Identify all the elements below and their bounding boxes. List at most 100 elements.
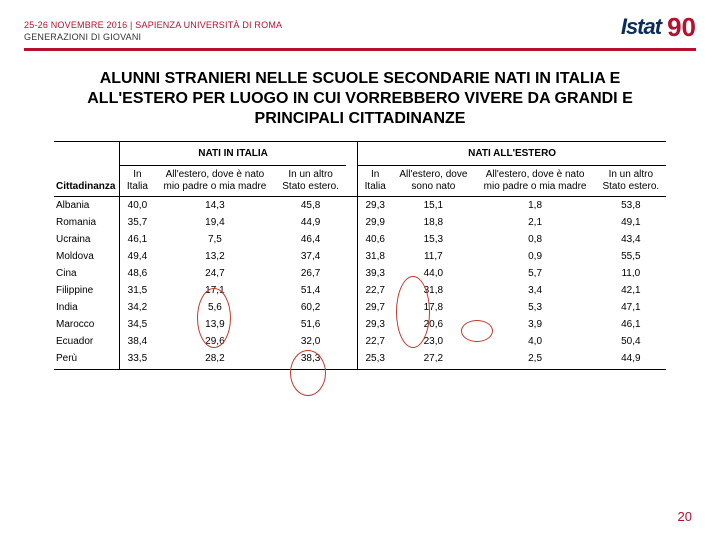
cell: 49,4 (120, 248, 154, 265)
cell: 29,6 (154, 333, 275, 350)
cell: 31,8 (392, 282, 474, 299)
col-blank (54, 142, 120, 166)
slide-title: ALUNNI STRANIERI NELLE SCUOLE SECONDARIE… (74, 69, 646, 129)
cell: 0,8 (475, 231, 596, 248)
cell: 2,5 (475, 350, 596, 370)
cell: 17,1 (154, 282, 275, 299)
row-header-label: Cittadinanza (54, 166, 120, 197)
col-g1-1: All'estero, dove è nato mio padre o mia … (154, 166, 275, 197)
cell: 24,7 (154, 265, 275, 282)
cell: 5,3 (475, 299, 596, 316)
cell: 13,9 (154, 316, 275, 333)
cell: 43,4 (596, 231, 666, 248)
cell: 25,3 (358, 350, 392, 370)
cell: 2,1 (475, 214, 596, 231)
row-label: India (54, 299, 120, 316)
cell: 32,0 (275, 333, 345, 350)
cell: 44,0 (392, 265, 474, 282)
table-row: India34,25,660,2 29,717,85,347,1 (54, 299, 666, 316)
row-label: Ecuador (54, 333, 120, 350)
cell: 19,4 (154, 214, 275, 231)
cell: 15,3 (392, 231, 474, 248)
istat-logo: Istat 90 (621, 14, 696, 40)
istat-logo-text: Istat (621, 14, 661, 40)
col-g2-0: In Italia (358, 166, 392, 197)
cell: 35,7 (120, 214, 154, 231)
cell: 22,7 (358, 282, 392, 299)
cell: 40,0 (120, 197, 154, 215)
header-line2: GENERAZIONI DI GIOVANI (24, 32, 696, 42)
cell: 17,8 (392, 299, 474, 316)
table-row: Perù33,528,238,325,327,22,544,9 (54, 350, 666, 370)
row-label: Filippine (54, 282, 120, 299)
cell: 46,1 (120, 231, 154, 248)
cell: 15,1 (392, 197, 474, 215)
group-header-2: NATI ALL'ESTERO (358, 142, 666, 166)
col-g1-2: In un altro Stato estero. (275, 166, 345, 197)
cell: 60,2 (275, 299, 345, 316)
cell: 38,4 (120, 333, 154, 350)
table-row: Ecuador38,429,632,022,723,04,050,4 (54, 333, 666, 350)
cell-sep (346, 231, 358, 248)
page-number: 20 (678, 509, 692, 524)
cell: 28,2 (154, 350, 275, 370)
data-table: NATI IN ITALIA NATI ALL'ESTERO Cittadina… (54, 141, 666, 370)
cell-sep (346, 350, 358, 370)
table-row: Albania40,014,345,829,315,11,853,8 (54, 197, 666, 215)
cell: 11,0 (596, 265, 666, 282)
cell: 26,7 (275, 265, 345, 282)
cell-sep (346, 299, 358, 316)
col-g2-3: In un altro Stato estero. (596, 166, 666, 197)
header-line1: 25-26 NOVEMBRE 2016 | SAPIENZA UNIVERSIT… (24, 20, 696, 30)
row-label: Marocco (54, 316, 120, 333)
cell: 44,9 (596, 350, 666, 370)
cell: 49,1 (596, 214, 666, 231)
cell-sep (346, 197, 358, 215)
cell: 51,6 (275, 316, 345, 333)
cell: 37,4 (275, 248, 345, 265)
cell: 11,7 (392, 248, 474, 265)
row-label: Moldova (54, 248, 120, 265)
cell: 44,9 (275, 214, 345, 231)
cell: 46,1 (596, 316, 666, 333)
cell-sep (346, 333, 358, 350)
cell: 29,3 (358, 197, 392, 215)
cell: 38,3 (275, 350, 345, 370)
col-g2-2: All'estero, dove è nato mio padre o mia … (475, 166, 596, 197)
cell: 45,8 (275, 197, 345, 215)
cell: 51,4 (275, 282, 345, 299)
cell: 27,2 (392, 350, 474, 370)
cell: 47,1 (596, 299, 666, 316)
cell: 40,6 (358, 231, 392, 248)
col-sep (346, 142, 358, 166)
cell: 5,6 (154, 299, 275, 316)
data-table-wrap: NATI IN ITALIA NATI ALL'ESTERO Cittadina… (54, 141, 666, 370)
row-label: Cina (54, 265, 120, 282)
cell-sep (346, 214, 358, 231)
cell: 31,8 (358, 248, 392, 265)
cell: 3,4 (475, 282, 596, 299)
cell-sep (346, 248, 358, 265)
cell: 42,1 (596, 282, 666, 299)
cell: 53,8 (596, 197, 666, 215)
cell: 46,4 (275, 231, 345, 248)
cell: 0,9 (475, 248, 596, 265)
table-row: Filippine31,517,151,422,731,83,442,1 (54, 282, 666, 299)
row-label: Ucraina (54, 231, 120, 248)
cell: 13,2 (154, 248, 275, 265)
cell: 1,8 (475, 197, 596, 215)
cell: 34,2 (120, 299, 154, 316)
cell: 29,7 (358, 299, 392, 316)
row-label: Albania (54, 197, 120, 215)
cell: 29,9 (358, 214, 392, 231)
table-row: Moldova49,413,237,4 31,811,70,955,5 (54, 248, 666, 265)
cell-sep (346, 282, 358, 299)
cell-sep (346, 265, 358, 282)
col-g2-1: All'estero, dove sono nato (392, 166, 474, 197)
cell: 55,5 (596, 248, 666, 265)
table-row: Cina48,624,726,739,344,05,711,0 (54, 265, 666, 282)
row-label: Romania (54, 214, 120, 231)
table-row: Ucraina46,17,546,440,615,30,843,4 (54, 231, 666, 248)
cell-sep (346, 316, 358, 333)
cell: 20,6 (392, 316, 474, 333)
